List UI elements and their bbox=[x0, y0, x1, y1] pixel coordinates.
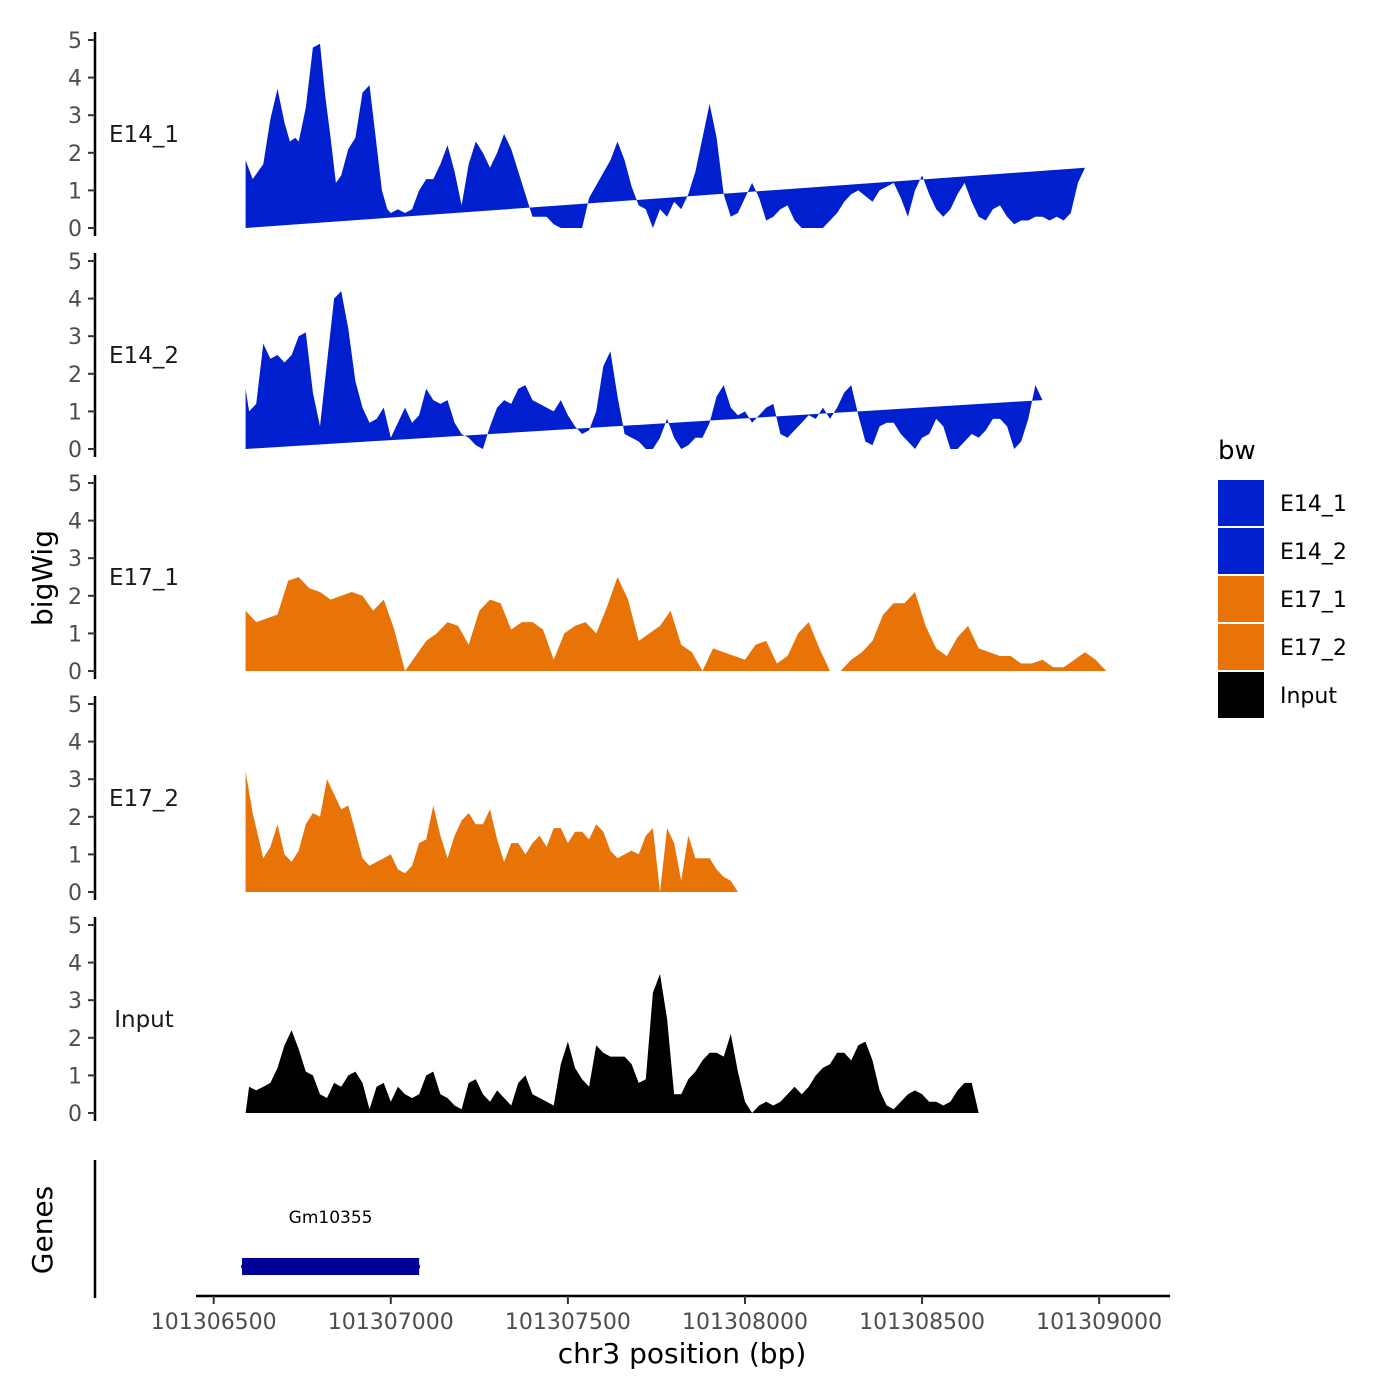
y-axis-title: bigWig bbox=[26, 530, 59, 626]
track-label: E17_2 bbox=[109, 786, 179, 812]
y-tick-label: 3 bbox=[68, 547, 82, 572]
y-tick-label: 3 bbox=[68, 325, 82, 350]
y-tick-label: 2 bbox=[68, 1027, 82, 1052]
y-tick-label: 2 bbox=[68, 142, 82, 167]
track-label: Input bbox=[114, 1007, 174, 1033]
y-tick-label: 4 bbox=[68, 67, 82, 92]
track-area-e17-2 bbox=[245, 771, 1107, 892]
track-area-e14-1 bbox=[245, 43, 1086, 228]
x-tick-label: 101307000 bbox=[328, 1310, 454, 1335]
track-label: E17_1 bbox=[109, 565, 179, 591]
y-tick-label: 1 bbox=[68, 400, 82, 425]
y-tick-label: 3 bbox=[68, 768, 82, 793]
track-label: E14_2 bbox=[109, 343, 179, 369]
legend-label: E14_1 bbox=[1280, 492, 1347, 517]
y-tick-label: 4 bbox=[68, 510, 82, 535]
legend-label: E17_1 bbox=[1280, 588, 1347, 613]
x-tick-label: 101307500 bbox=[505, 1310, 631, 1335]
x-axis: 101306500 101307000 101307500 101308000 1013… bbox=[151, 1294, 1170, 1335]
legend-swatch bbox=[1218, 672, 1264, 718]
y-tick-label: 2 bbox=[68, 806, 82, 831]
track-area-input bbox=[245, 973, 1100, 1113]
y-tick-label: 4 bbox=[68, 288, 82, 313]
y-tick-label: 5 bbox=[68, 250, 82, 275]
y-tick-label: 5 bbox=[68, 693, 82, 718]
x-tick-label: 101306500 bbox=[151, 1310, 277, 1335]
tracks-layer: 0 1 2 3 4 5 E14_1 0 1 2 3 4 5 E14_2 0 1 2 3 4 5 E17_1 0 1 2 3 4 5 E… bbox=[68, 29, 1107, 1127]
y-tick-label: 1 bbox=[68, 843, 82, 868]
y-tick-label: 5 bbox=[68, 472, 82, 497]
track-panel-e17-2: 0 1 2 3 4 5 E17_2 bbox=[68, 693, 1107, 906]
y-tick-label: 0 bbox=[68, 881, 82, 906]
y-tick-label: 1 bbox=[68, 179, 82, 204]
y-tick-label: 3 bbox=[68, 989, 82, 1014]
legend-entry-e17-2: E17_2 bbox=[1218, 624, 1347, 670]
y-tick-label: 1 bbox=[68, 1064, 82, 1089]
x-tick-label: 101308500 bbox=[859, 1310, 985, 1335]
legend-swatch bbox=[1218, 480, 1264, 526]
legend-swatch bbox=[1218, 576, 1264, 622]
y-tick-label: 0 bbox=[68, 438, 82, 463]
y-tick-label: 2 bbox=[68, 363, 82, 388]
legend-label: E14_2 bbox=[1280, 540, 1347, 565]
track-area-e17-1 bbox=[245, 577, 1107, 671]
track-panel-input: 0 1 2 3 4 5 Input bbox=[68, 914, 1100, 1127]
legend-label: E17_2 bbox=[1280, 636, 1347, 661]
legend-label: Input bbox=[1280, 684, 1337, 709]
legend-entry-input: Input bbox=[1218, 672, 1337, 718]
y-tick-label: 5 bbox=[68, 914, 82, 939]
y-tick-label: 3 bbox=[68, 104, 82, 129]
legend-entry-e17-1: E17_1 bbox=[1218, 576, 1347, 622]
x-tick-label: 101308000 bbox=[682, 1310, 808, 1335]
gene-end-marker bbox=[414, 1263, 421, 1270]
x-axis-title: chr3 position (bp) bbox=[558, 1337, 807, 1370]
y-tick-label: 2 bbox=[68, 585, 82, 610]
y-tick-label: 4 bbox=[68, 731, 82, 756]
y-tick-label: 0 bbox=[68, 217, 82, 242]
legend: bw E14_1 E14_2 E17_1 E17_2 Input bbox=[1218, 436, 1347, 718]
legend-swatch bbox=[1218, 528, 1264, 574]
legend-entry-e14-1: E14_1 bbox=[1218, 480, 1347, 526]
y-tick-label: 5 bbox=[68, 29, 82, 54]
gene-gm10355: Gm10355 bbox=[241, 1208, 421, 1275]
y-tick-label: 4 bbox=[68, 952, 82, 977]
gene-label: Gm10355 bbox=[289, 1208, 373, 1228]
x-tick-label: 101309000 bbox=[1036, 1310, 1162, 1335]
track-label: E14_1 bbox=[109, 122, 179, 148]
genes-panel: Gm10355 bbox=[93, 1160, 421, 1298]
legend-swatch bbox=[1218, 624, 1264, 670]
track-panel-e14-2: 0 1 2 3 4 5 E14_2 bbox=[68, 250, 1043, 463]
legend-title: bw bbox=[1218, 436, 1256, 466]
y-tick-label: 1 bbox=[68, 622, 82, 647]
genes-axis-title: Genes bbox=[26, 1186, 59, 1274]
y-tick-label: 0 bbox=[68, 1102, 82, 1127]
gene-start-marker bbox=[241, 1263, 248, 1270]
track-panel-e14-1: 0 1 2 3 4 5 E14_1 bbox=[68, 29, 1086, 242]
track-area-e14-2 bbox=[245, 291, 1043, 449]
track-panel-e17-1: 0 1 2 3 4 5 E17_1 bbox=[68, 472, 1107, 685]
y-tick-label: 0 bbox=[68, 660, 82, 685]
gene-body bbox=[242, 1258, 420, 1275]
legend-entry-e14-2: E14_2 bbox=[1218, 528, 1347, 574]
